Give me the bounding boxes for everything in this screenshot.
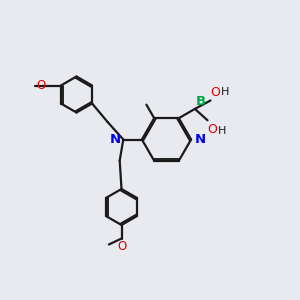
Text: N: N (195, 133, 206, 146)
Text: O: O (208, 123, 218, 136)
Text: H: H (221, 87, 230, 97)
Text: O: O (117, 240, 126, 253)
Text: O: O (211, 86, 220, 99)
Text: B: B (196, 95, 206, 108)
Text: H: H (218, 126, 226, 136)
Text: O: O (36, 79, 46, 92)
Text: N: N (110, 133, 121, 146)
